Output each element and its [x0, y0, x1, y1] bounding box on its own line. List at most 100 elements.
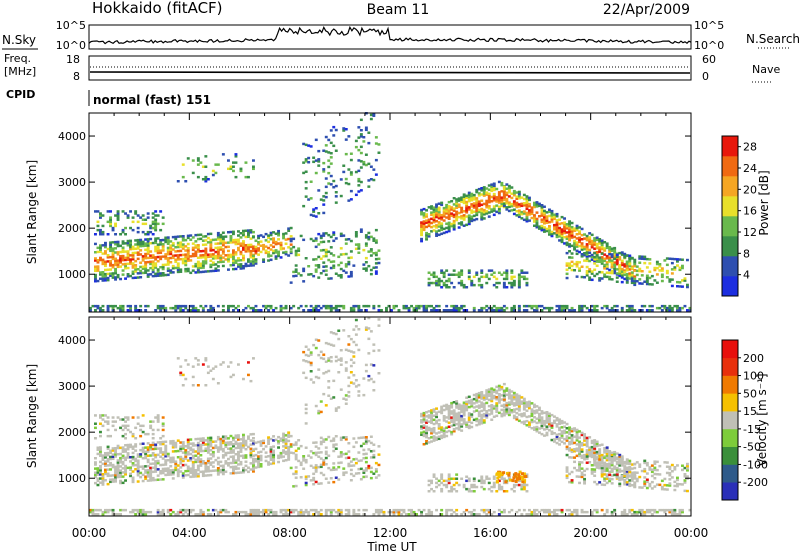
velocity-cell [573, 427, 577, 430]
power-cell [216, 254, 220, 258]
velocity-cell [422, 416, 426, 419]
velocity-cell [96, 477, 100, 480]
velocity-cell [154, 416, 158, 419]
velocity-cell [344, 436, 348, 439]
power-cell [149, 224, 153, 228]
velocity-cell [124, 479, 128, 482]
velocity-cell [480, 397, 484, 400]
colorbar-tick-label: 12 [743, 226, 757, 239]
power-cell [585, 272, 589, 275]
velocity-cell [610, 469, 614, 473]
power-cell [598, 270, 602, 274]
velocity-cell [588, 461, 592, 464]
power-cell [492, 213, 496, 217]
velocity-cell [99, 477, 102, 480]
power-cell [640, 255, 644, 258]
power-cell [507, 209, 511, 213]
power-cell [367, 141, 371, 145]
velocity-cell [136, 469, 140, 473]
velocity-cell [234, 446, 238, 450]
power-cell [372, 168, 376, 171]
velocity-cell [603, 456, 607, 460]
power-cell [573, 227, 577, 230]
power-cell [455, 212, 459, 216]
velocity-cell [598, 464, 602, 467]
power-cell [583, 259, 587, 262]
power-cell [530, 304, 534, 308]
velocity-cell [229, 455, 233, 459]
velocity-cell [492, 415, 496, 418]
power-cell [603, 253, 607, 256]
power-cell [141, 214, 145, 217]
velocity-cell [550, 438, 554, 442]
power-cell [615, 255, 619, 259]
velocity-cell [430, 409, 434, 412]
velocity-cell [114, 478, 118, 481]
power-cell [603, 263, 607, 267]
velocity-cell [209, 453, 213, 456]
velocity-cell [154, 447, 158, 451]
power-cell [515, 210, 519, 213]
velocity-cell [507, 403, 511, 406]
power-cell [129, 309, 133, 312]
power-cell [392, 304, 396, 308]
velocity-cell [533, 416, 536, 419]
noise-right-tick-bottom: 10^0 [694, 39, 724, 52]
velocity-cell [665, 484, 669, 487]
velocity-cell [109, 478, 113, 481]
power-cell [507, 186, 511, 190]
velocity-cell [327, 481, 331, 484]
power-cell [164, 255, 168, 258]
power-cell [512, 304, 516, 308]
velocity-cell [593, 445, 597, 448]
power-cell [472, 214, 476, 218]
power-cell [460, 198, 464, 201]
power-cell [512, 309, 516, 312]
velocity-cell [247, 466, 250, 469]
power-cell [630, 304, 634, 308]
velocity-cell [437, 423, 441, 426]
velocity-cell [593, 463, 597, 467]
power-cell [141, 255, 145, 258]
velocity-cell [156, 453, 160, 457]
power-cell [425, 236, 429, 239]
power-cell [174, 235, 178, 239]
velocity-cell [116, 461, 120, 464]
power-cell [244, 264, 248, 268]
velocity-cell [259, 454, 263, 458]
velocity-cell [583, 469, 587, 473]
velocity-cell [538, 408, 541, 412]
power-cell [347, 275, 351, 278]
velocity-cell [422, 414, 426, 417]
power-cell [121, 304, 125, 308]
velocity-cell [347, 450, 351, 453]
power-cell [487, 200, 491, 204]
power-cell [322, 234, 326, 237]
power-cell [500, 204, 504, 208]
power-cell [475, 199, 479, 202]
power-cell [681, 266, 684, 270]
power-cell [232, 253, 235, 256]
velocity-cell [114, 480, 118, 483]
power-cell [156, 214, 160, 217]
power-cell [134, 266, 138, 269]
power-cell [427, 218, 431, 221]
power-cell [367, 185, 371, 188]
velocity-cell [460, 408, 464, 412]
velocity-cell [512, 408, 516, 411]
velocity-cell [96, 467, 100, 470]
velocity-cell [512, 398, 516, 401]
power-cell [585, 306, 589, 310]
power-cell [595, 272, 599, 276]
velocity-cell [364, 475, 368, 478]
velocity-cell [668, 478, 672, 481]
velocity-cell [337, 461, 341, 465]
power-cell [214, 250, 218, 254]
velocity-cell [166, 473, 170, 476]
velocity-cell [477, 394, 481, 397]
power-cell [216, 246, 220, 249]
power-cell [482, 186, 486, 189]
velocity-cell [653, 477, 657, 480]
velocity-cell [495, 404, 499, 407]
